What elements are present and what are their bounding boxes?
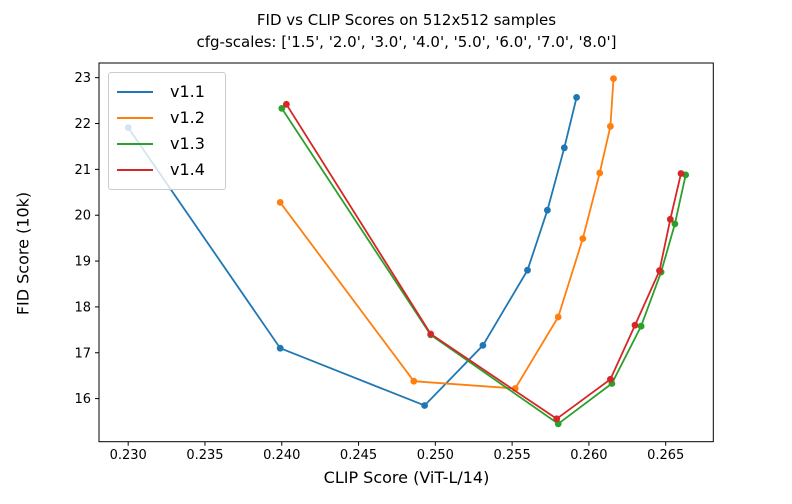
y-tick-label: 20: [74, 209, 91, 224]
x-tick-label: 0.265: [647, 448, 684, 463]
chart-subtitle: cfg-scales: ['1.5', '2.0', '3.0', '4.0',…: [196, 33, 617, 51]
plot-border: [98, 62, 714, 443]
series-marker-v1.4: [656, 267, 663, 275]
x-tick-label: 0.250: [417, 448, 454, 463]
x-tick-label: 0.245: [340, 448, 377, 463]
series-line-v1.1: [127, 97, 578, 407]
y-tick-label: 19: [74, 255, 91, 270]
legend-item-v1.2: v1.2: [117, 106, 225, 130]
y-tick-label: 22: [74, 117, 91, 132]
y-axis-label: FID Score (10k): [13, 191, 33, 316]
series-marker-v1.4: [631, 321, 639, 329]
series-marker-v1.4: [283, 100, 290, 108]
series-marker-v1.1: [544, 206, 551, 214]
series-marker-v1.1: [479, 342, 487, 349]
legend-line-swatch: [117, 91, 153, 93]
x-tick-label: 0.235: [186, 448, 223, 463]
x-tick-label: 0.230: [110, 448, 147, 463]
legend-item-v1.1: v1.1: [117, 80, 225, 104]
x-tick-label: 0.255: [494, 448, 531, 463]
y-tick-label: 23: [74, 71, 91, 86]
series-marker-v1.2: [610, 75, 617, 82]
y-tick-label: 17: [74, 346, 91, 361]
series-marker-v1.3: [637, 322, 645, 330]
series-marker-v1.1: [573, 94, 580, 101]
series-line-v1.4: [285, 103, 682, 420]
series-marker-v1.2: [596, 169, 604, 177]
legend-line-swatch: [117, 117, 153, 119]
series-marker-v1.2: [579, 235, 587, 243]
legend-label: v1.3: [170, 134, 205, 153]
series-marker-v1.3: [671, 220, 679, 228]
legend-label: v1.1: [170, 82, 205, 101]
series-marker-v1.3: [278, 105, 286, 112]
series-marker-v1.1: [276, 344, 284, 352]
legend-item-v1.3: v1.3: [117, 132, 225, 156]
series-line-v1.2: [279, 78, 615, 390]
series-line-v1.3: [281, 107, 687, 425]
series-marker-v1.4: [677, 170, 685, 177]
series-marker-v1.2: [410, 377, 418, 385]
legend-label: v1.4: [170, 160, 205, 179]
series-marker-v1.1: [524, 266, 531, 274]
series-marker-v1.4: [607, 375, 614, 383]
series-marker-v1.4: [553, 415, 561, 423]
legend-label: v1.2: [170, 108, 205, 127]
series-marker-v1.1: [560, 144, 568, 152]
legend-line-swatch: [117, 169, 153, 171]
series-marker-v1.2: [554, 313, 562, 321]
y-tick-label: 21: [74, 163, 91, 178]
legend-item-v1.4: v1.4: [117, 158, 225, 182]
y-tick-label: 18: [74, 300, 91, 315]
series-marker-v1.2: [607, 122, 614, 130]
y-tick-label: 16: [74, 392, 91, 407]
series-marker-v1.4: [427, 330, 435, 338]
legend-line-swatch: [117, 143, 153, 145]
x-axis-label: CLIP Score (ViT-L/14): [323, 468, 490, 487]
series-marker-v1.4: [666, 215, 674, 223]
series-marker-v1.2: [276, 199, 284, 206]
x-tick-label: 0.260: [570, 448, 607, 463]
legend: v1.1 v1.2 v1.3 v1.4: [108, 72, 226, 190]
x-tick-label: 0.240: [263, 448, 300, 463]
series-marker-v1.1: [421, 402, 428, 409]
chart-title: FID vs CLIP Scores on 512x512 samples: [256, 11, 557, 29]
